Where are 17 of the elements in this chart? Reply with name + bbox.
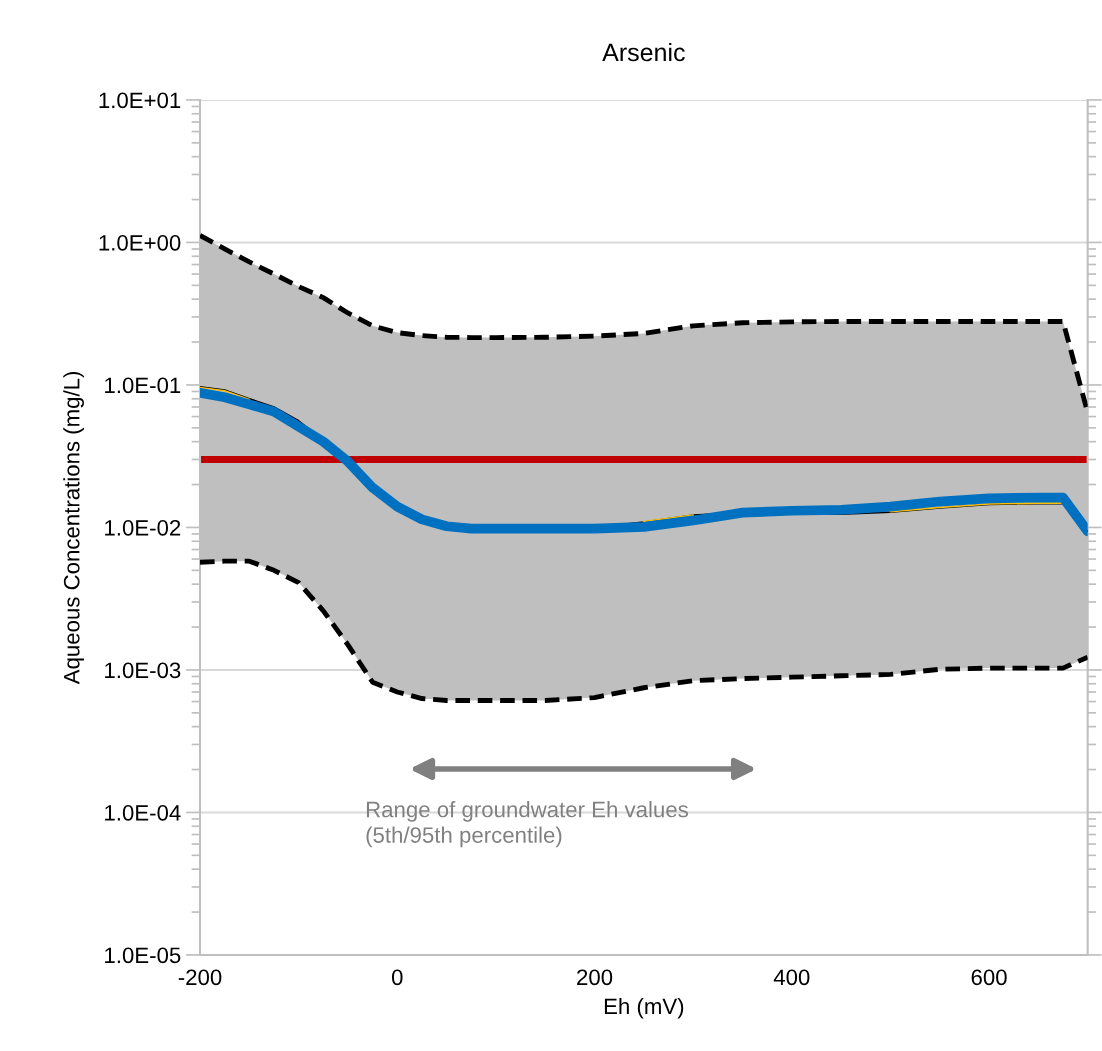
y-tick-label: 1.0E-03 xyxy=(105,662,181,679)
x-tick-label: -200 xyxy=(178,969,222,986)
annotation: Range of groundwater Eh values (5th/95th percentile) xyxy=(366,801,688,848)
x-tick-label: 400 xyxy=(773,969,810,986)
y-tick-label: 1.0E-02 xyxy=(105,519,181,536)
y-tick-label: 1.0E+01 xyxy=(99,92,181,109)
x-tick-label: 200 xyxy=(577,969,613,986)
y-tick-label: 1.0E+00 xyxy=(99,234,181,251)
x-axis-title: Eh (mV) xyxy=(604,997,684,1019)
y-tick-label: 1.0E-04 xyxy=(105,804,181,821)
x-tick-label: 600 xyxy=(971,969,1007,986)
y-axis-title: Aqueous Concentrations (mg/L) xyxy=(63,371,84,685)
y-tick-label: 1.0E-05 xyxy=(105,947,181,964)
line-series xyxy=(200,558,1088,703)
y-tick-label: 1.0E-01 xyxy=(105,377,181,394)
x-tick-label: 0 xyxy=(391,969,403,986)
chart-title: Arsenic xyxy=(602,42,685,62)
